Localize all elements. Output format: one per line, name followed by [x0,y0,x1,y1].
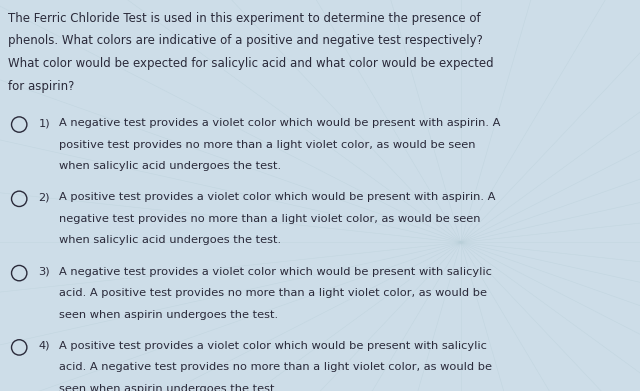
Text: The Ferric Chloride Test is used in this experiment to determine the presence of: The Ferric Chloride Test is used in this… [8,12,480,25]
Text: 3): 3) [38,267,50,277]
Text: 4): 4) [38,341,50,351]
Text: negative test provides no more than a light violet color, as would be seen: negative test provides no more than a li… [59,214,481,224]
Text: A positive test provides a violet color which would be present with salicylic: A positive test provides a violet color … [59,341,487,351]
Text: acid. A positive test provides no more than a light violet color, as would be: acid. A positive test provides no more t… [59,288,487,298]
Text: acid. A negative test provides no more than a light violet color, as would be: acid. A negative test provides no more t… [59,362,492,373]
Text: seen when aspirin undergoes the test.: seen when aspirin undergoes the test. [59,384,278,391]
Text: positive test provides no more than a light violet color, as would be seen: positive test provides no more than a li… [59,140,476,150]
Text: when salicylic acid undergoes the test.: when salicylic acid undergoes the test. [59,161,281,171]
Text: A positive test provides a violet color which would be present with aspirin. A: A positive test provides a violet color … [59,192,495,203]
Text: 2): 2) [38,192,50,203]
Text: What color would be expected for salicylic acid and what color would be expected: What color would be expected for salicyl… [8,57,493,70]
Text: A negative test provides a violet color which would be present with aspirin. A: A negative test provides a violet color … [59,118,500,128]
Text: for aspirin?: for aspirin? [8,80,74,93]
Text: A negative test provides a violet color which would be present with salicylic: A negative test provides a violet color … [59,267,492,277]
Text: phenols. What colors are indicative of a positive and negative test respectively: phenols. What colors are indicative of a… [8,34,483,47]
Text: when salicylic acid undergoes the test.: when salicylic acid undergoes the test. [59,235,281,246]
Text: seen when aspirin undergoes the test.: seen when aspirin undergoes the test. [59,310,278,320]
Text: 1): 1) [38,118,50,128]
